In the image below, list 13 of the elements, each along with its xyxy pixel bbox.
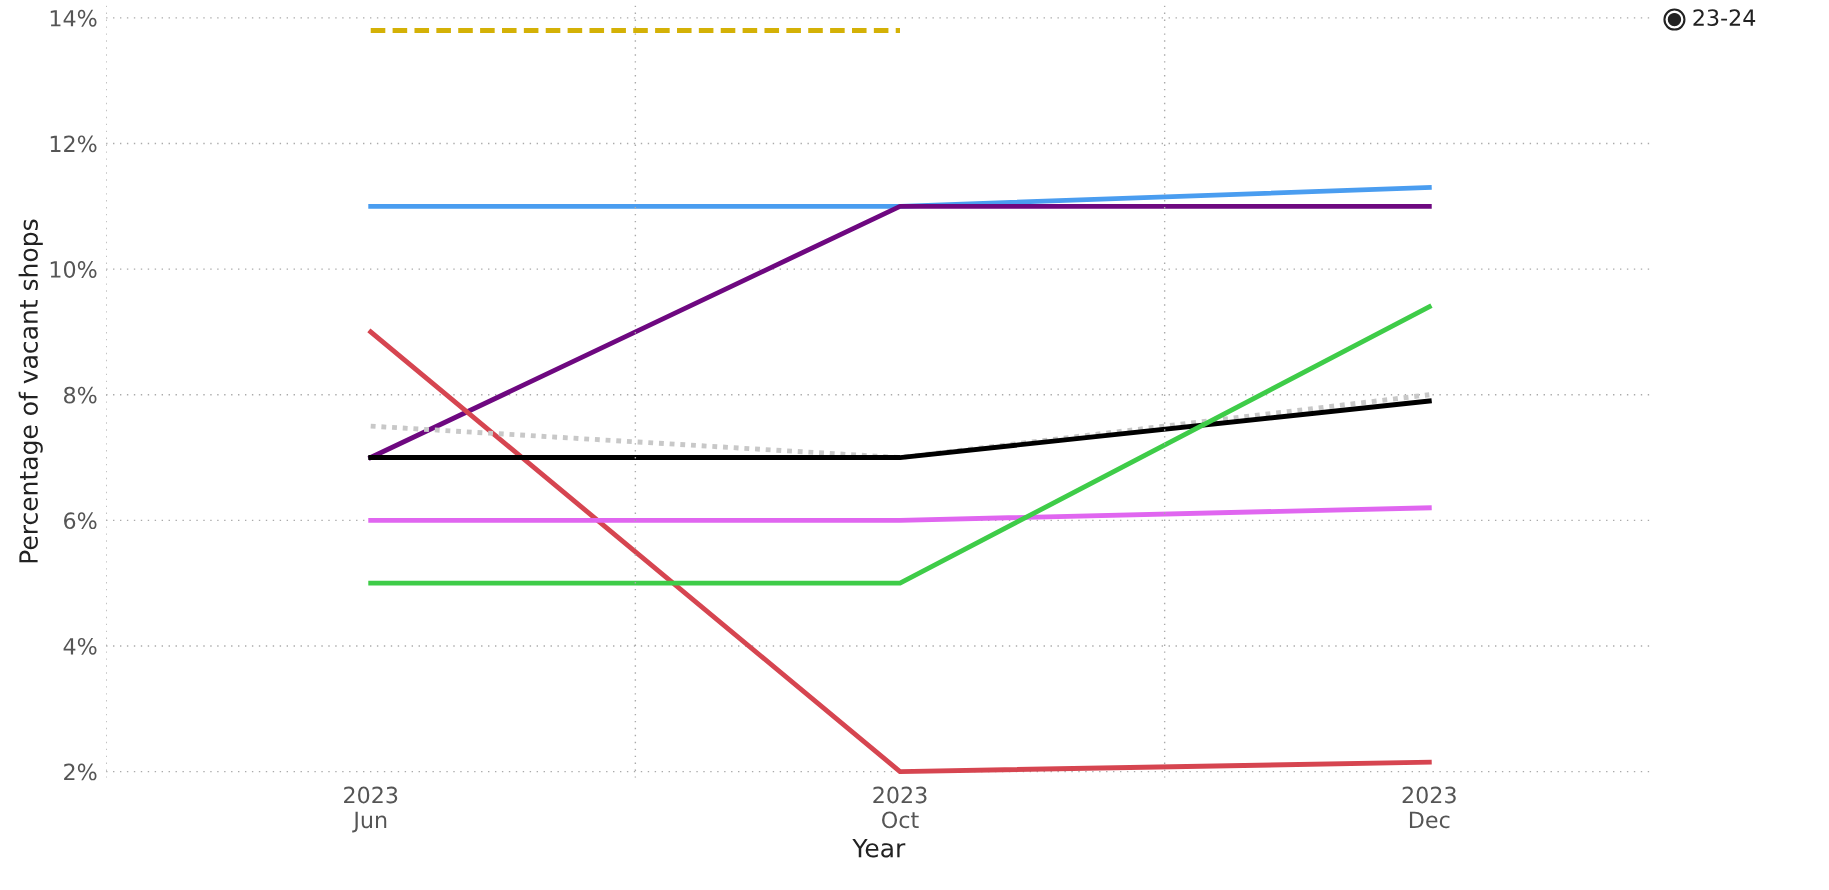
y-tick-label: 14% [50, 9, 97, 27]
y-tick-label: 6% [64, 512, 97, 530]
x-axis-title: Year [852, 838, 906, 858]
y-tick-label: 12% [50, 135, 97, 153]
y-tick-label: 2% [64, 763, 97, 781]
x-tick-label: 2023 Oct [873, 786, 927, 829]
y-tick-label: 8% [64, 386, 97, 404]
y-tick-label: 10% [50, 261, 97, 278]
y-axis-title: Percentage of vacant shops [18, 219, 43, 563]
x-tick-label: 2023 Dec [1402, 786, 1456, 829]
text: 23-24 [1693, 9, 1756, 27]
y-tick-label: 4% [63, 637, 97, 655]
x-tick-label: 2023 Jun [344, 786, 398, 833]
